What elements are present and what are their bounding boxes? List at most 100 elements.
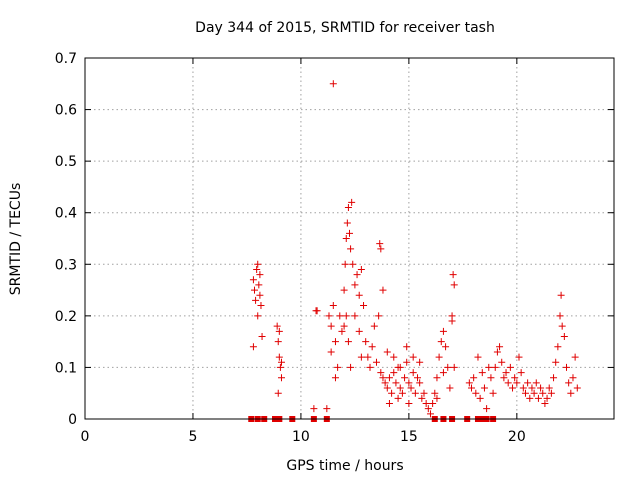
data-point [513,379,521,387]
chart-title: Day 344 of 2015, SRMTID for receiver tas… [195,20,495,36]
data-point [500,374,508,382]
data-point [491,363,499,371]
data-point [313,307,321,315]
data-point [252,296,260,304]
data-point [509,384,517,392]
data-point [275,327,283,335]
data-point [450,363,458,371]
data-point [254,260,262,268]
data-point [493,348,501,356]
data-point [446,384,454,392]
data-point [571,353,579,361]
data-point [530,389,538,397]
data-point [275,353,283,361]
data-point [433,394,441,402]
data-point [532,379,540,387]
data-point [534,394,542,402]
data-point [390,369,398,377]
data-point [274,389,282,397]
axis-ticks: 0 0.1 0.2 0.3 0.4 0.5 0.6 0.7 0 5 10 15 20 [55,51,614,445]
data-point [526,394,534,402]
data-point [355,327,363,335]
x-tick-label: 0 [81,429,90,445]
x-tick-label: 10 [292,429,310,445]
data-point [439,369,447,377]
data-point [379,374,387,382]
data-point [336,312,344,320]
grid [85,58,614,419]
data-point [334,363,342,371]
plot-frame [84,57,615,420]
data-point [377,369,385,377]
data-point [368,343,376,351]
data-point [341,260,349,268]
data-point [392,379,400,387]
data-point [396,363,404,371]
data-point [541,400,549,408]
data-point [346,229,353,237]
data-point [329,80,337,88]
data-point [342,312,350,320]
data-point [521,389,529,397]
data-point [433,374,441,382]
data-point [360,302,368,310]
data-point [515,353,523,361]
data-point [409,369,417,377]
data-point [370,322,378,330]
data-point [277,358,285,366]
data-point [552,358,560,366]
data-point [385,374,393,382]
y-tick-label: 0.7 [55,51,77,67]
data-point [249,343,257,351]
data-point [256,291,264,299]
data-point [543,394,551,402]
y-tick-label: 0.4 [55,206,77,222]
data-point [545,384,553,392]
data-point [418,394,426,402]
data-point [379,286,387,294]
data-point [327,348,335,356]
data-point [255,281,263,289]
data-point [496,343,504,351]
data-point [539,389,547,397]
data-point [357,353,365,361]
data-points [249,80,581,418]
data-point [550,374,558,382]
data-point [376,240,384,248]
y-tick-label: 0.3 [55,257,77,273]
data-point [388,389,396,397]
data-point [253,265,261,273]
data-point [258,332,266,340]
data-point [422,400,430,408]
data-point [407,384,415,392]
data-point [249,276,257,284]
data-point [524,379,532,387]
y-tick-label: 0 [68,412,77,428]
x-tick-label: 15 [400,429,418,445]
data-point [416,358,424,366]
data-point [442,343,450,351]
x-tick-label: 5 [188,429,197,445]
data-point [405,400,413,408]
data-point [353,271,361,279]
data-point [366,363,374,371]
data-point [485,363,493,371]
data-point [420,389,428,397]
data-point [372,358,380,366]
data-point [405,379,413,387]
data-point [573,384,581,392]
data-point [381,379,389,387]
data-point [343,219,351,227]
data-point [554,343,562,351]
x-tick-label: 20 [508,429,526,445]
data-point [277,374,285,382]
data-point [519,384,527,392]
data-point [562,363,570,371]
data-point [480,384,488,392]
data-point [416,379,424,387]
data-point [331,374,339,382]
data-point [465,379,473,387]
data-point [357,265,365,273]
data-point [383,348,391,356]
data-point [547,389,555,397]
